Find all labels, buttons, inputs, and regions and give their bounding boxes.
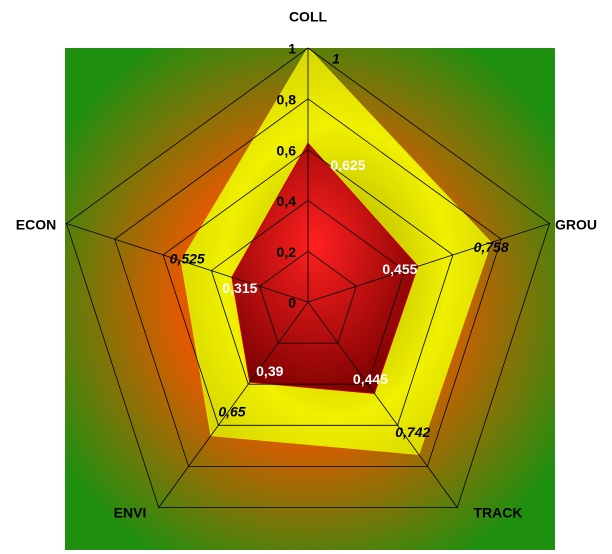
category-label: ECON (16, 217, 56, 233)
grid-ring (259, 250, 357, 344)
value-label: 0,39 (256, 363, 283, 379)
grid-ring (114, 98, 502, 467)
grid-ring (65, 47, 551, 508)
y-tick-label: 0 (288, 295, 296, 311)
value-label: 0,315 (222, 280, 257, 296)
category-label: TRACK (474, 505, 523, 521)
value-label: 0,742 (395, 424, 430, 440)
value-label: 0,625 (330, 157, 365, 173)
spoke (158, 301, 309, 508)
category-label: GROU (555, 217, 597, 233)
y-tick-label: 0,2 (277, 244, 297, 260)
value-label: 1 (332, 51, 340, 67)
grid-ring (210, 199, 406, 385)
y-tick-label: 0,4 (277, 193, 297, 209)
value-label: 0,445 (353, 371, 388, 387)
spoke (307, 301, 458, 508)
value-label: 0,758 (474, 239, 509, 255)
value-label: 0,455 (382, 261, 417, 277)
category-label: ENVI (114, 505, 147, 521)
y-tick-label: 0,8 (277, 92, 297, 108)
grid-ring (162, 149, 454, 426)
value-label: 0,65 (218, 403, 245, 419)
spoke (66, 223, 309, 303)
y-tick-label: 0,6 (277, 142, 297, 158)
y-tick-label: 1 (288, 41, 296, 57)
series-area (231, 142, 419, 394)
category-label: COLL (289, 9, 328, 25)
value-label: 0,525 (170, 250, 205, 266)
spoke (307, 223, 550, 303)
